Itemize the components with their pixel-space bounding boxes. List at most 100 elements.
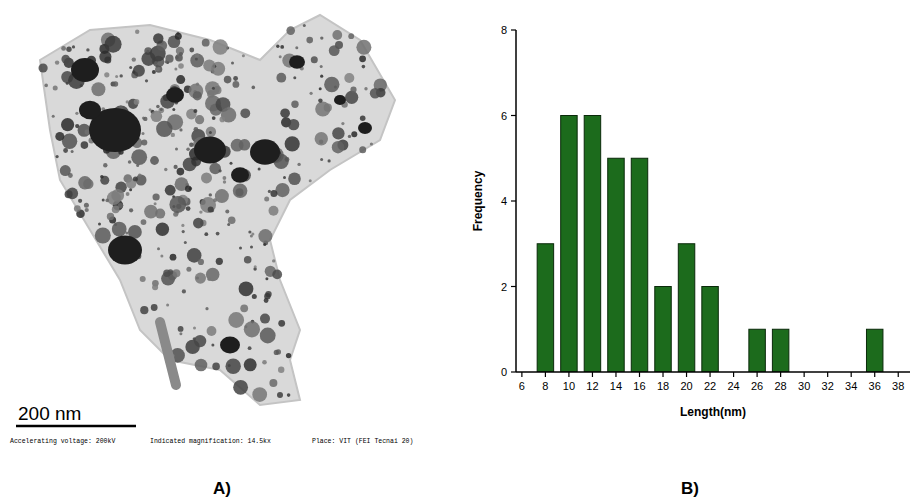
x-tick [827,372,828,377]
particle [75,112,78,115]
particle [311,56,318,63]
particle [182,289,186,293]
particle [175,56,178,59]
particle [105,36,122,53]
particle [179,332,182,335]
particle [206,127,216,137]
caption: Place: VIT (FEI Tecnai 20) [312,438,413,445]
particle [84,203,89,208]
particle [190,54,204,68]
particle [280,108,290,118]
particle [268,190,271,193]
particle [198,259,204,265]
particle [240,108,250,118]
particle [103,163,107,167]
large-particle [79,101,101,120]
x-tick [780,372,781,377]
particle [319,87,322,90]
particle [206,268,220,282]
particle [320,158,323,161]
bar [749,329,765,372]
particle [175,33,182,40]
particle [142,132,145,135]
particle [149,108,152,111]
bar [702,287,718,373]
y-tick [511,115,516,116]
bar [678,244,694,372]
particle [164,168,167,171]
particle [276,45,279,48]
x-tick-label: 38 [892,380,904,392]
particle [225,210,229,214]
particle [112,206,120,214]
x-tick-label: 28 [775,380,787,392]
figure: 200 nmAccelerating voltage: 200kVIndicat… [0,0,915,504]
particle [278,367,284,373]
large-particle [358,122,372,134]
particle [78,124,91,137]
particle [56,155,59,158]
particle [74,205,81,212]
particle [264,298,269,303]
x-tick-label: 36 [869,380,881,392]
particle [129,208,133,212]
particle [288,119,299,130]
particle [248,346,252,350]
y-tick [511,29,516,30]
specimen [40,15,395,405]
bar [561,116,577,373]
particle [226,359,241,374]
particle [205,307,208,310]
particle [269,206,279,216]
particle [154,202,157,205]
bar [537,244,553,372]
particle [104,56,111,63]
particle [100,175,104,179]
particle [194,127,199,132]
particle [283,176,286,179]
particle [233,76,238,81]
particle [250,245,253,248]
particle [279,55,282,58]
x-tick-label: 16 [633,380,645,392]
x-tick-label: 12 [586,380,598,392]
particle [166,303,169,306]
x-tick-label: 10 [563,380,575,392]
particle [193,327,196,330]
particle [128,160,132,164]
particle [350,87,356,93]
large-particle [108,236,142,265]
particle [120,74,123,77]
particle [126,192,130,196]
particle [293,76,296,79]
particle [288,173,301,186]
particle [250,235,253,238]
particle [71,150,74,153]
particle [169,196,186,213]
particle [205,81,220,96]
particle [244,321,260,337]
particle [85,208,89,212]
particle [131,149,147,165]
particle [44,84,48,88]
particle [172,108,175,111]
particle [370,142,373,145]
large-particle [231,167,249,182]
particle [65,190,73,198]
particle [81,141,89,149]
particle [285,157,290,162]
x-tick [733,372,734,377]
x-tick-label: 8 [542,380,548,392]
particle [61,118,74,131]
x-tick [804,372,805,377]
particle [200,197,216,213]
particle [209,131,212,134]
particle [364,87,367,90]
particle [78,199,82,203]
particle [195,115,204,124]
particle [213,39,228,54]
particle [278,320,285,327]
nanorod [160,322,176,385]
particle [135,30,139,34]
particle [297,163,300,166]
